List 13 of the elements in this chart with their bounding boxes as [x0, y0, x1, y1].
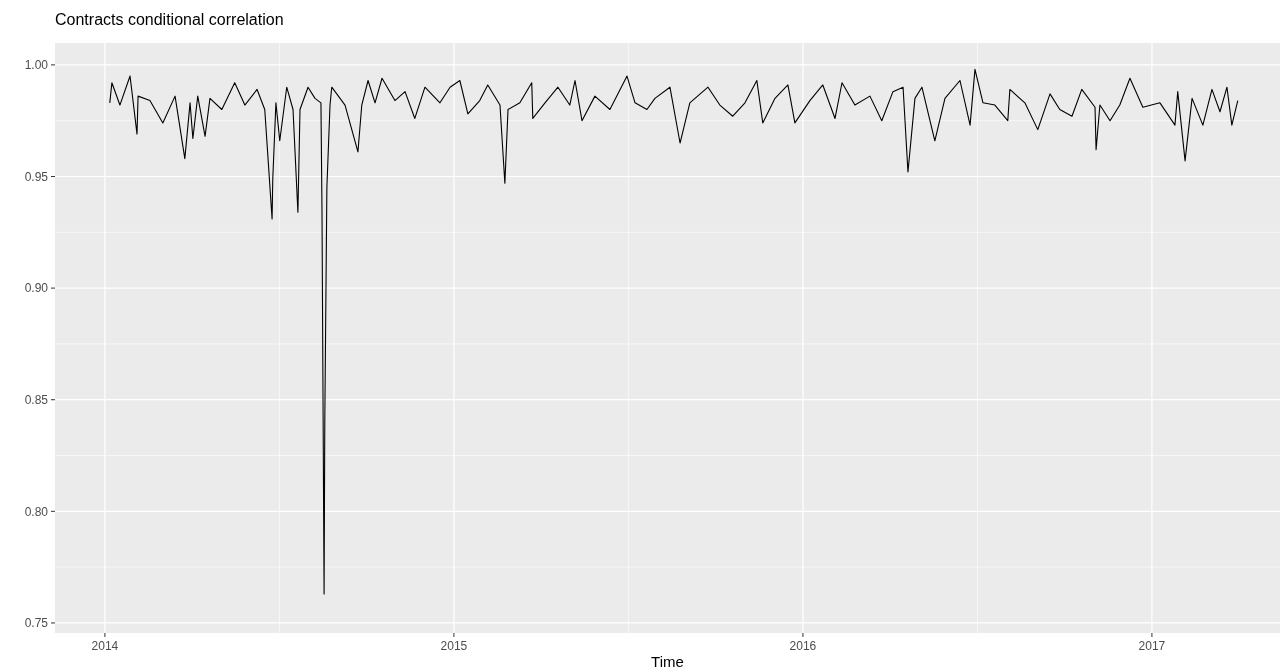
y-tick-label: 0.80 — [24, 504, 49, 519]
chart-title: Contracts conditional correlation — [55, 11, 284, 28]
y-tick-label: 0.75 — [24, 616, 49, 631]
y-tick-label: 0.90 — [24, 281, 49, 296]
x-tick-label: 2015 — [440, 639, 468, 653]
x-axis-title: Time — [651, 653, 684, 670]
y-tick-label: 0.85 — [24, 392, 49, 407]
y-tick-label: 1.00 — [24, 58, 49, 73]
x-tick-label: 2014 — [91, 639, 119, 653]
line-series — [109, 68, 1239, 595]
y-tick-label: 0.95 — [24, 169, 49, 184]
x-tick-label: 2016 — [789, 639, 817, 653]
x-tick-label: 2017 — [1138, 639, 1166, 653]
